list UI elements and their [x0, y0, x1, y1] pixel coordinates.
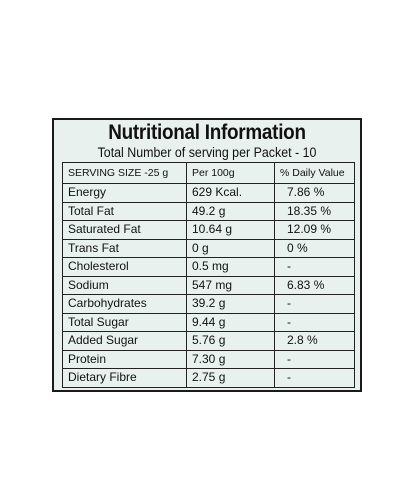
table-row: Trans Fat 0 g 0 %	[62, 238, 355, 258]
nutrient-name: Energy	[62, 183, 187, 203]
nutrient-daily-value: 2.8 %	[274, 331, 355, 351]
column-header-serving-size: SERVING SIZE -25 g	[62, 162, 187, 184]
nutrient-per-100g: 0 g	[186, 238, 275, 258]
nutrient-name: Total Sugar	[62, 312, 187, 332]
nutrient-per-100g: 7.30 g	[186, 349, 275, 369]
table-row: Total Fat 49.2 g 18.35 %	[62, 201, 355, 221]
nutrient-name: Saturated Fat	[62, 220, 187, 240]
nutrient-daily-value: -	[274, 349, 355, 369]
nutrient-per-100g: 39.2 g	[186, 294, 275, 314]
nutrient-daily-value: 0 %	[274, 238, 355, 258]
nutrient-daily-value: -	[274, 294, 355, 314]
nutrient-per-100g: 5.76 g	[186, 331, 275, 351]
table-row: Protein 7.30 g -	[62, 349, 355, 369]
nutrient-per-100g: 2.75 g	[186, 368, 275, 388]
nutrient-per-100g: 49.2 g	[186, 201, 275, 221]
column-header-daily-value: % Daily Value	[274, 162, 355, 184]
nutrient-daily-value: -	[274, 257, 355, 277]
table-row: Sodium 547 mg 6.83 %	[62, 275, 355, 295]
nutrient-name: Protein	[62, 349, 187, 369]
nutrient-daily-value: 18.35 %	[274, 201, 355, 221]
nutrient-name: Added Sugar	[62, 331, 187, 351]
nutrient-daily-value: 7.86 %	[274, 183, 355, 203]
table-row: Energy 629 Kcal. 7.86 %	[62, 183, 355, 203]
label-subtitle: Total Number of serving per Packet - 10	[97, 145, 317, 160]
nutrient-per-100g: 547 mg	[186, 275, 275, 295]
column-header-per-100g: Per 100g	[186, 162, 275, 184]
nutrient-per-100g: 9.44 g	[186, 312, 275, 332]
table-row: Dietary Fibre 2.75 g -	[62, 368, 355, 388]
nutrient-per-100g: 10.64 g	[186, 220, 275, 240]
nutrition-table: SERVING SIZE -25 g Per 100g % Daily Valu…	[62, 162, 355, 388]
table-header-row: SERVING SIZE -25 g Per 100g % Daily Valu…	[62, 162, 355, 184]
table-row: Added Sugar 5.76 g 2.8 %	[62, 331, 355, 351]
nutrition-label: Nutritional Information Total Number of …	[52, 118, 362, 392]
nutrient-daily-value: 12.09 %	[274, 220, 355, 240]
label-title: Nutritional Information	[108, 121, 306, 144]
nutrient-per-100g: 629 Kcal.	[186, 183, 275, 203]
nutrient-name: Carbohydrates	[62, 294, 187, 314]
table-row: Carbohydrates 39.2 g -	[62, 294, 355, 314]
nutrient-daily-value: -	[274, 312, 355, 332]
nutrient-name: Sodium	[62, 275, 187, 295]
nutrient-name: Cholesterol	[62, 257, 187, 277]
table-row: Saturated Fat 10.64 g 12.09 %	[62, 220, 355, 240]
nutrient-name: Dietary Fibre	[62, 368, 187, 388]
nutrient-per-100g: 0.5 mg	[186, 257, 275, 277]
nutrient-name: Total Fat	[62, 201, 187, 221]
nutrient-name: Trans Fat	[62, 238, 187, 258]
nutrient-daily-value: -	[274, 368, 355, 388]
table-row: Total Sugar 9.44 g -	[62, 312, 355, 332]
nutrient-daily-value: 6.83 %	[274, 275, 355, 295]
table-row: Cholesterol 0.5 mg -	[62, 257, 355, 277]
